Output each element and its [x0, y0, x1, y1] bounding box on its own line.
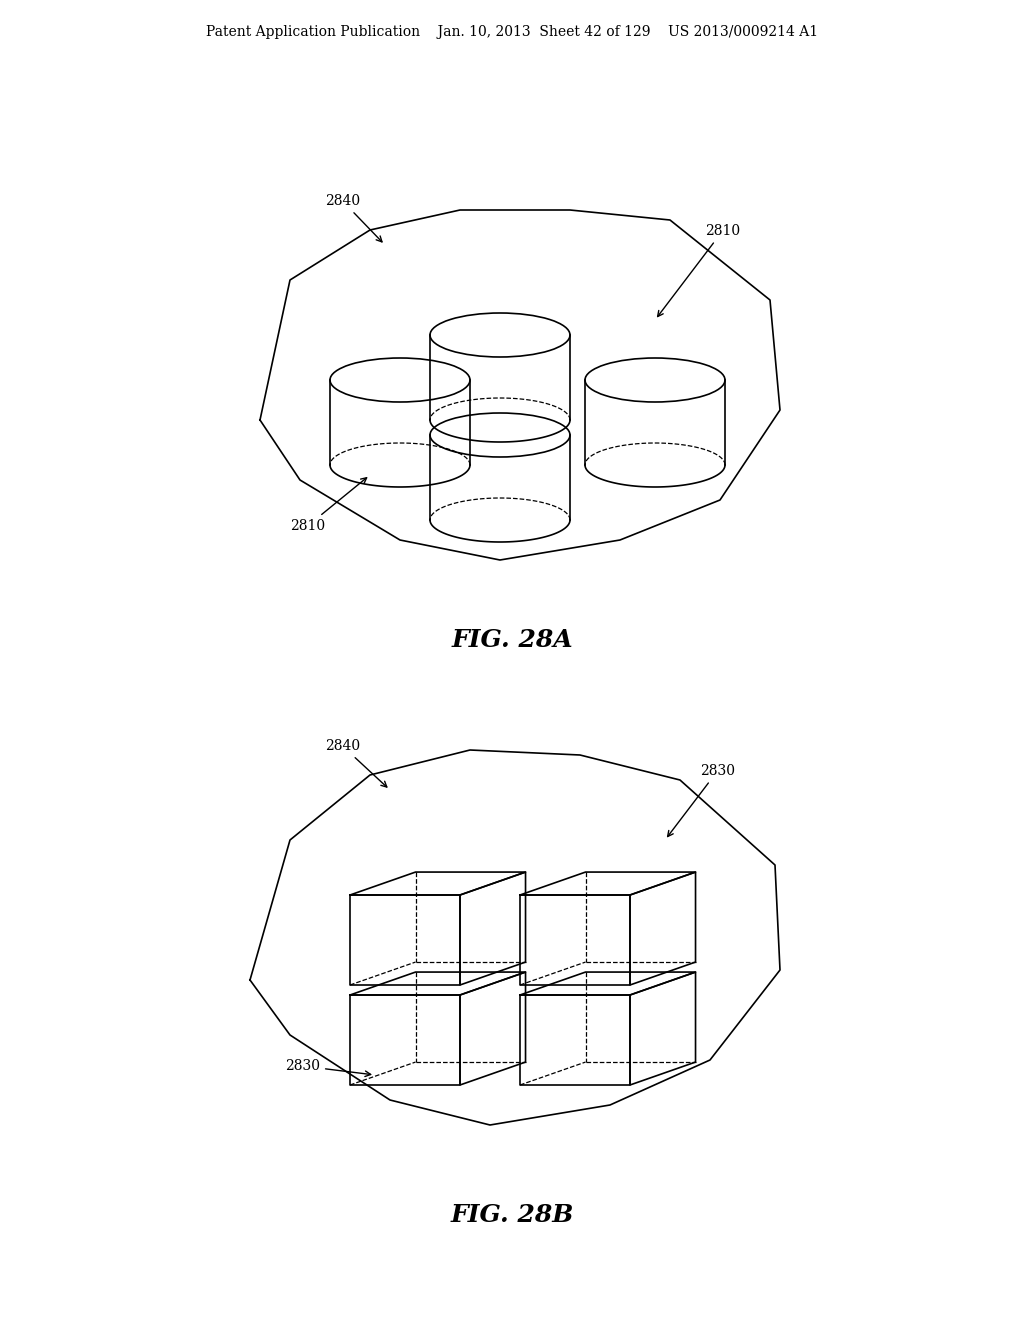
Text: FIG. 28B: FIG. 28B [451, 1203, 573, 1228]
Text: 2840: 2840 [325, 194, 382, 242]
Text: FIG. 28A: FIG. 28A [452, 628, 572, 652]
Text: 2840: 2840 [325, 739, 387, 787]
Text: 2830: 2830 [285, 1059, 371, 1077]
Text: Patent Application Publication    Jan. 10, 2013  Sheet 42 of 129    US 2013/0009: Patent Application Publication Jan. 10, … [206, 25, 818, 40]
Text: 2810: 2810 [657, 224, 740, 317]
Text: 2830: 2830 [668, 764, 735, 837]
Text: 2810: 2810 [290, 478, 367, 533]
